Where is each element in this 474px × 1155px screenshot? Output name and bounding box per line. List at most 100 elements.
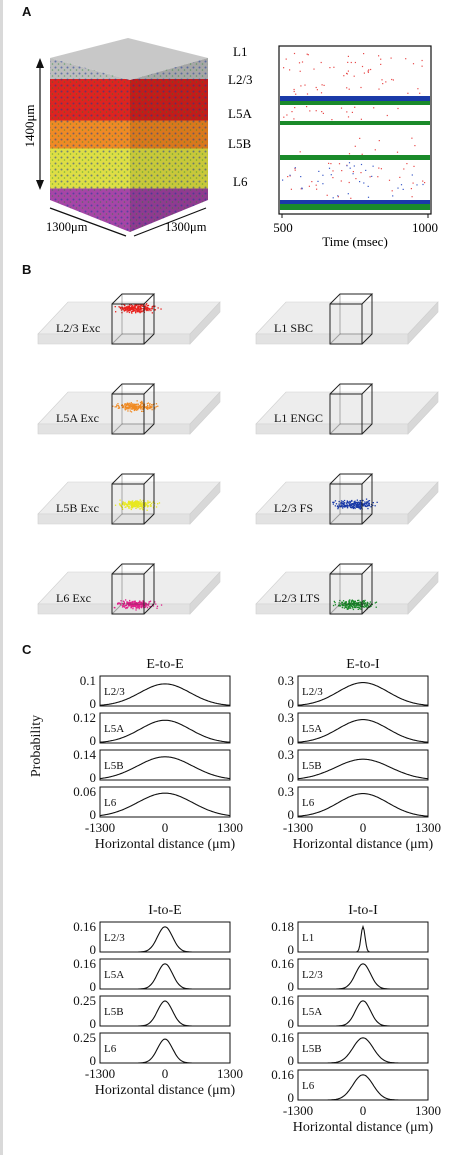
cell-dot [148,501,150,503]
cell-dot [360,506,362,508]
cell-dot [121,405,124,407]
raster-spike [293,88,295,91]
cell-dot [146,309,148,312]
raster-spike [323,84,325,86]
cell-dot [129,304,131,306]
cell-dot [132,606,134,608]
cell-dot [349,504,352,506]
cell-dot [364,503,366,505]
cell-dot [142,600,144,602]
cell-dot [155,603,157,605]
cell-dot [126,601,128,604]
cell-dot [120,309,123,311]
cell-dot [133,403,136,405]
cell-dot [134,503,136,505]
cell-dot [363,601,365,603]
cell-dot [139,606,141,608]
cell-dot [139,502,141,504]
cell-dot [152,501,154,503]
cell-dot [129,410,131,412]
cell-dot [152,605,155,607]
cell-dot [357,506,359,508]
cell-dot [123,605,125,607]
cell-dot [128,311,130,314]
raster-spike [348,181,350,184]
column-wireframe [329,293,374,345]
raster-spike [388,179,391,181]
raster-spike [315,86,317,89]
cell-dot [150,406,153,408]
panel-letter-b: B [22,262,32,277]
x-tick-label: 0 [360,820,367,835]
raster-spike [346,73,348,75]
cell-dot [353,604,356,606]
cell-dot [130,404,133,406]
cell-dot [149,600,152,602]
cell-dot [350,604,352,606]
cell-dot [119,504,121,506]
cell-dot [340,501,342,504]
cell-dot [129,405,131,407]
cell-dot [117,603,119,605]
cell-dot [351,503,353,505]
raster-spike [367,70,369,72]
raster-spike [363,53,365,55]
cell-dot [136,405,138,407]
raster-spike [337,196,339,198]
raster-spike [346,87,348,89]
cell-dot [128,602,131,604]
probability-curve [297,719,429,743]
cell-dot [141,401,143,403]
cell-dot [148,505,150,507]
cell-dot [356,506,358,508]
raster-spike [320,92,323,94]
cell-dot [124,506,126,508]
cell-dot [125,607,128,609]
cell-dot [138,604,141,606]
cell-dot [350,600,352,602]
raster-spike [321,84,323,86]
cell-dot [341,502,343,504]
cell-dot [147,604,150,606]
cell-dot [140,309,142,311]
cell-dot [154,305,156,307]
row-label: L2/3 [302,686,323,698]
raster-spike [386,114,388,117]
cell-dot [122,603,124,605]
cell-dot [138,600,141,602]
cell-dot [123,602,125,605]
cell-dot [146,303,148,305]
cell-dot [151,404,153,406]
cell-dot [121,307,123,309]
cell-dot [145,306,147,308]
raster-spike [293,118,295,120]
cell-dot [334,500,337,502]
y-zero-tick: 0 [288,733,295,748]
raster-spike [306,106,308,108]
cell-dot [356,604,358,607]
cell-dot [138,309,140,311]
cell-dot [367,602,369,604]
cell-dot [150,505,152,507]
raster-spike [343,75,345,77]
cell-dot [342,501,344,503]
cell-type-label: L1 SBC [274,321,313,335]
raster-spike [347,55,349,57]
cell-dot [133,306,135,308]
cell-dot [154,309,156,311]
cell-dot [340,504,342,506]
row-label: L5B [302,760,322,772]
cell-dot [369,606,371,608]
cell-dot [118,407,121,409]
cell-dot [131,404,133,406]
cell-dot [359,605,361,608]
probability-curve [99,719,231,743]
raster-spike [370,68,372,71]
cell-dot [112,405,114,407]
cell-dot [136,501,138,504]
cell-dot [145,503,148,505]
cell-dot [138,311,140,313]
layer-label-l5b: L5B [228,136,251,151]
cell-dot [346,500,348,502]
cell-dot [156,607,158,609]
